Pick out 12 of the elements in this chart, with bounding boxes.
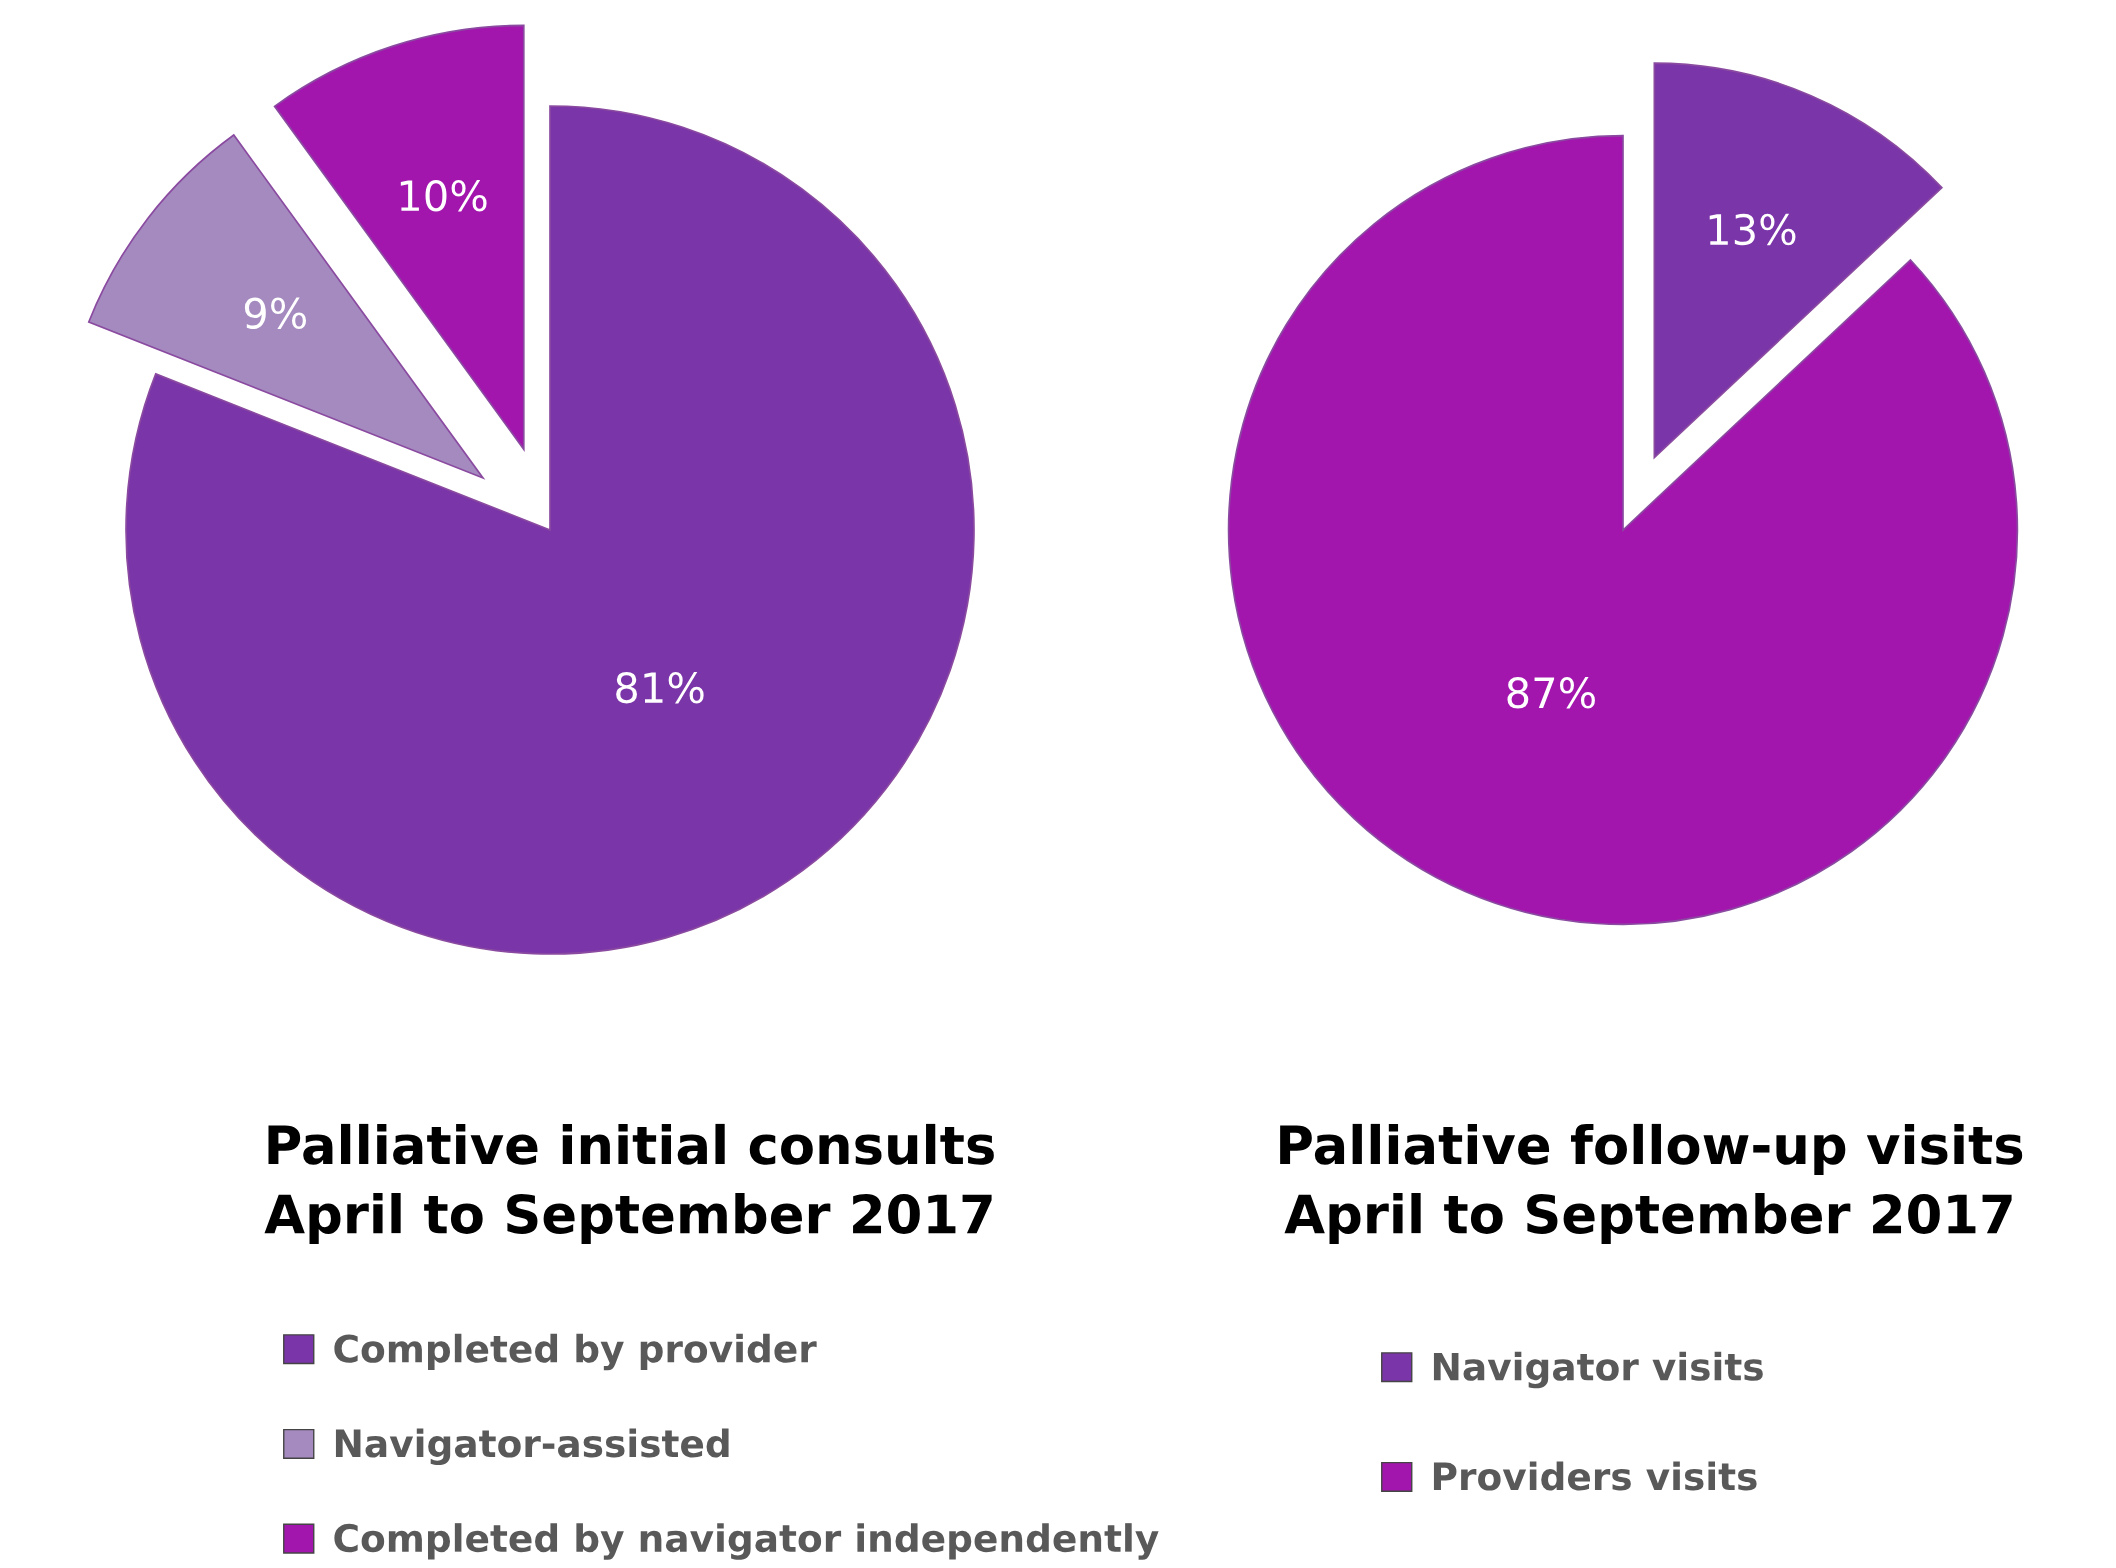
legend-label: Navigator-assisted [335,1428,729,1466]
data-label: 13% [1709,213,1796,246]
legend-label: Completed by navigator independently [334,1523,1159,1560]
legend-label: Navigator visits [1433,1351,1763,1389]
legend-label: Completed by provider [334,1333,817,1371]
text: Palliative initial consults April to September 2017 [264,1123,994,1245]
data-label: 9% [244,297,307,329]
data-label: 81% [616,671,704,704]
data-label: 87% [1507,677,1595,709]
text: Palliative follow-up visits April to September 2017 [1280,1123,2023,1245]
legend-label: Providers visits [1433,1461,1757,1491]
data-label: 10% [400,179,487,212]
